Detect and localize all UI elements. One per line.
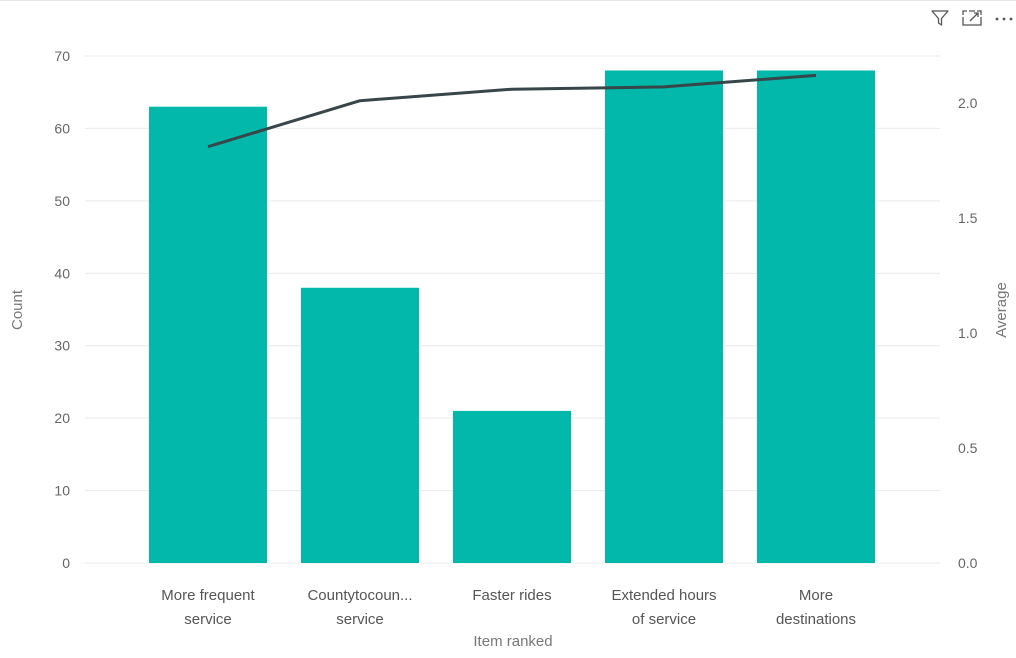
y-axis-title: Count — [9, 289, 26, 330]
category-axis-labels: More frequent service Countytocoun... servi… — [161, 587, 856, 628]
visual-header — [0, 0, 1016, 33]
y2-tick-label: 2.0 — [958, 95, 978, 111]
left-axis-ticks: 0 10 20 30 40 50 60 70 — [54, 48, 70, 571]
bar-series — [149, 70, 875, 563]
more-options-icon[interactable] — [992, 7, 1016, 29]
y2-tick-label: 1.5 — [958, 210, 978, 226]
y2-axis-title: Average — [993, 282, 1010, 338]
x-category-label: More frequent — [161, 587, 255, 604]
x-category-label: Countytocoun... — [307, 587, 412, 604]
x-axis-title: Item ranked — [473, 633, 552, 650]
y2-tick-label: 0.0 — [958, 555, 978, 571]
y2-tick-label: 1.0 — [958, 325, 978, 341]
right-axis-ticks: 0.0 0.5 1.0 1.5 2.0 — [958, 95, 978, 571]
y-tick-label: 70 — [54, 48, 70, 64]
line-series — [207, 73, 817, 149]
y-tick-label: 20 — [54, 410, 70, 426]
focus-mode-icon[interactable] — [960, 7, 984, 29]
y-tick-label: 30 — [54, 338, 70, 354]
bar — [605, 70, 723, 563]
bar — [757, 70, 875, 563]
x-category-label: Faster rides — [472, 587, 551, 604]
x-category-label: destinations — [776, 611, 856, 628]
visual-header-icons — [928, 7, 1016, 29]
x-category-label: service — [184, 611, 232, 628]
x-category-label: service — [336, 611, 384, 628]
y-tick-label: 0 — [62, 555, 70, 571]
x-category-label: Extended hours — [611, 587, 716, 604]
y-tick-label: 40 — [54, 265, 70, 281]
average-line — [207, 73, 817, 149]
filter-icon[interactable] — [928, 7, 952, 29]
y2-tick-label: 0.5 — [958, 440, 978, 456]
bar — [301, 287, 419, 563]
bar — [453, 410, 571, 563]
x-category-label: More — [799, 587, 833, 604]
x-category-label: of service — [632, 611, 696, 628]
bar — [149, 106, 267, 563]
y-tick-label: 10 — [54, 483, 70, 499]
y-tick-label: 50 — [54, 193, 70, 209]
y-tick-label: 60 — [54, 120, 70, 136]
